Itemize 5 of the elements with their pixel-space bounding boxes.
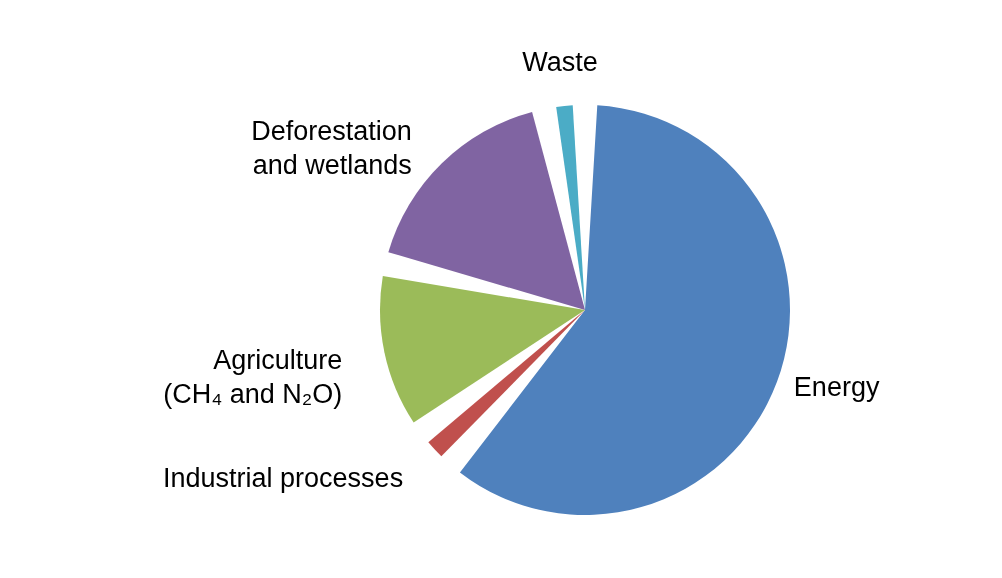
slice-label: Waste <box>522 47 598 78</box>
slice-label: Industrial processes <box>163 462 404 493</box>
slice-label: Agriculture (CH₄ and N₂O) <box>163 345 343 410</box>
slice-label: Energy <box>793 372 880 403</box>
slice-label: Deforestation and wetlands <box>251 116 412 181</box>
